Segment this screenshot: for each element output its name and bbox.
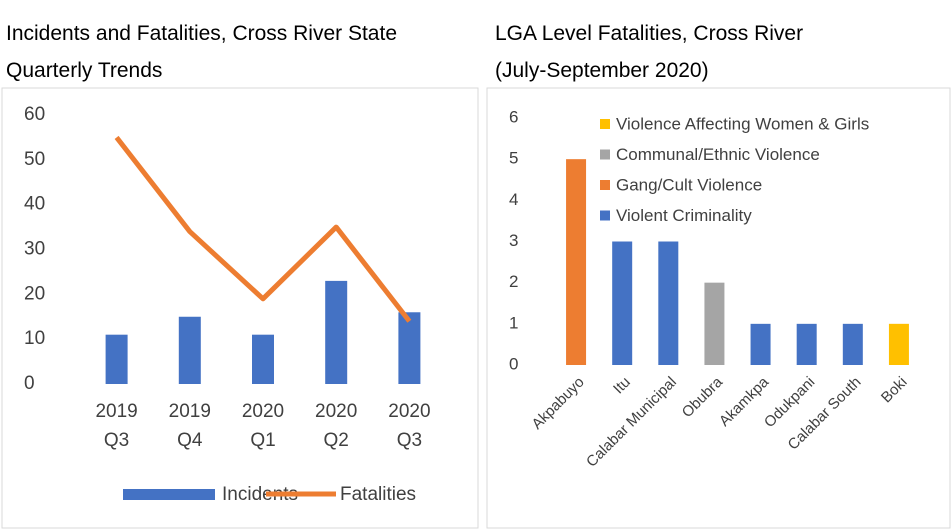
line [114, 135, 412, 323]
bar [566, 159, 587, 365]
y-tick-label: 30 [24, 239, 45, 260]
y-tick-label: 10 [24, 328, 45, 349]
x-tick-label: 2020 [315, 401, 357, 422]
bar [105, 334, 128, 384]
bar [658, 241, 679, 365]
bar [750, 323, 771, 365]
bar [398, 312, 421, 384]
legend-label: Gang/Cult Violence [616, 175, 762, 194]
bar [252, 334, 274, 384]
bar [325, 280, 348, 384]
legend-label: Incidents [222, 484, 298, 505]
legend-label: Communal/Ethnic Violence [616, 145, 820, 164]
chart-title: (July-September 2020) [495, 59, 709, 82]
y-tick-label: 6 [509, 107, 518, 126]
x-tick-label: 2019 [95, 401, 137, 422]
bar [178, 316, 201, 384]
legend-label: Violence Affecting Women & Girls [616, 114, 869, 133]
legend-swatch [600, 180, 610, 190]
x-tick-label: 2019 [169, 401, 211, 422]
x-tick-label: Q2 [324, 430, 349, 451]
legend-label: Violent Criminality [616, 206, 752, 225]
left-panel [1, 87, 479, 529]
bar [704, 282, 725, 365]
legend-label: Fatalities [340, 484, 416, 505]
y-tick-label: 4 [509, 190, 518, 209]
chart-title: LGA Level Fatalities, Cross River [495, 22, 803, 45]
legend-swatch [600, 119, 610, 129]
x-tick-label: Q3 [104, 430, 129, 451]
x-tick-label: Q1 [250, 430, 275, 451]
y-tick-label: 3 [509, 231, 518, 250]
legend-swatch [600, 210, 610, 221]
chart-title: Quarterly Trends [6, 59, 162, 82]
bar [612, 241, 633, 365]
y-tick-label: 1 [509, 313, 518, 332]
y-tick-label: 50 [24, 149, 45, 170]
y-tick-label: 20 [24, 283, 45, 304]
y-tick-label: 40 [24, 194, 45, 215]
x-tick-label: 2020 [388, 401, 430, 422]
y-tick-label: 60 [24, 104, 45, 125]
legend-swatch [123, 489, 215, 500]
bar [842, 323, 863, 365]
x-tick-label: Q4 [177, 430, 203, 451]
y-tick-label: 5 [509, 149, 518, 168]
bar [888, 323, 909, 365]
y-tick-label: 0 [24, 373, 35, 394]
chart-title: Incidents and Fatalities, Cross River St… [6, 22, 397, 45]
y-tick-label: 0 [509, 354, 518, 373]
bar [796, 323, 817, 365]
x-tick-label: Q3 [397, 430, 422, 451]
legend-swatch [600, 149, 610, 160]
x-tick-label: 2020 [242, 401, 284, 422]
y-tick-label: 2 [509, 272, 518, 291]
